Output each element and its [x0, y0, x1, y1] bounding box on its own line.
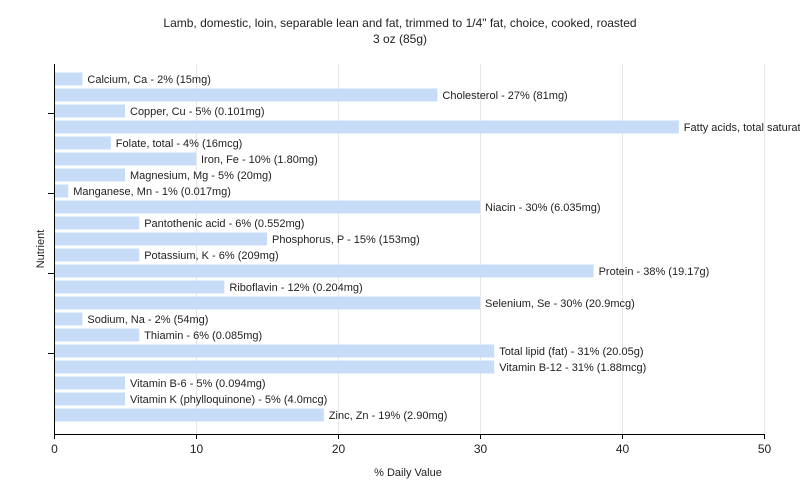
bar-label: Protein - 38% (19.17g): [599, 266, 710, 278]
x-axis-label: % Daily Value: [374, 467, 442, 479]
bar-label: Potassium, K - 6% (209mg): [144, 250, 279, 262]
y-axis-label: Nutrient: [35, 230, 47, 269]
bar-label: Selenium, Se - 30% (20.9mcg): [485, 298, 635, 310]
bar: [55, 248, 140, 262]
bar-label: Phosphorus, P - 15% (153mg): [272, 234, 420, 246]
bar: [55, 216, 140, 230]
bar: [55, 184, 69, 198]
bar-label: Vitamin B-12 - 31% (1.88mcg): [499, 362, 646, 374]
bar: [55, 408, 324, 422]
bar-label: Riboflavin - 12% (0.204mg): [229, 282, 362, 294]
bar: [55, 136, 111, 150]
bar: [55, 312, 83, 326]
x-tick-label: 30: [474, 442, 488, 456]
x-tick-label: 0: [51, 442, 58, 456]
bar: [55, 200, 480, 214]
x-tick-label: 20: [332, 442, 346, 456]
bar-label: Copper, Cu - 5% (0.101mg): [130, 106, 265, 118]
x-tick-label: 40: [616, 442, 630, 456]
bar: [55, 296, 480, 310]
bar: [55, 88, 438, 102]
bar: [55, 328, 140, 342]
bar-label: Thiamin - 6% (0.085mg): [144, 330, 262, 342]
grid-lines: [196, 64, 765, 434]
bar-label: Zinc, Zn - 19% (2.90mg): [329, 410, 448, 422]
bar: [55, 376, 125, 390]
bar-label: Fatty acids, total saturated - 44% (8.70…: [684, 122, 800, 134]
bar-label: Vitamin B-6 - 5% (0.094mg): [130, 378, 266, 390]
bars: Calcium, Ca - 2% (15mg) Cholesterol - 27%…: [55, 72, 800, 422]
x-tick-label: 10: [190, 442, 204, 456]
bar: [55, 72, 83, 86]
bar-label: Manganese, Mn - 1% (0.017mg): [73, 186, 231, 198]
bar-label: Magnesium, Mg - 5% (20mg): [130, 170, 272, 182]
bar-label: Vitamin K (phylloquinone) - 5% (4.0mcg): [130, 394, 327, 406]
bar: [55, 120, 679, 134]
bar: [55, 360, 495, 374]
bar: [55, 168, 125, 182]
bar-label: Calcium, Ca - 2% (15mg): [87, 74, 210, 86]
bar-label: Total lipid (fat) - 31% (20.05g): [499, 346, 643, 358]
bar-label: Iron, Fe - 10% (1.80mg): [201, 154, 318, 166]
bar: [55, 280, 225, 294]
bar: [55, 344, 495, 358]
bar-label: Niacin - 30% (6.035mg): [485, 202, 601, 214]
bar-label: Pantothenic acid - 6% (0.552mg): [144, 218, 304, 230]
chart-subtitle: 3 oz (85g): [372, 32, 428, 46]
chart-title: Lamb, domestic, loin, separable lean and…: [163, 16, 637, 30]
bar-label: Folate, total - 4% (16mcg): [116, 138, 243, 150]
x-tick-label: 50: [758, 442, 772, 456]
bar-label: Sodium, Na - 2% (54mg): [87, 314, 208, 326]
bar: [55, 152, 196, 166]
bar: [55, 104, 125, 118]
bar: [55, 264, 594, 278]
bar: [55, 392, 125, 406]
axes: 0 10 20 30 40 50: [48, 64, 771, 456]
bar-label: Cholesterol - 27% (81mg): [442, 90, 567, 102]
bar: [55, 232, 267, 246]
